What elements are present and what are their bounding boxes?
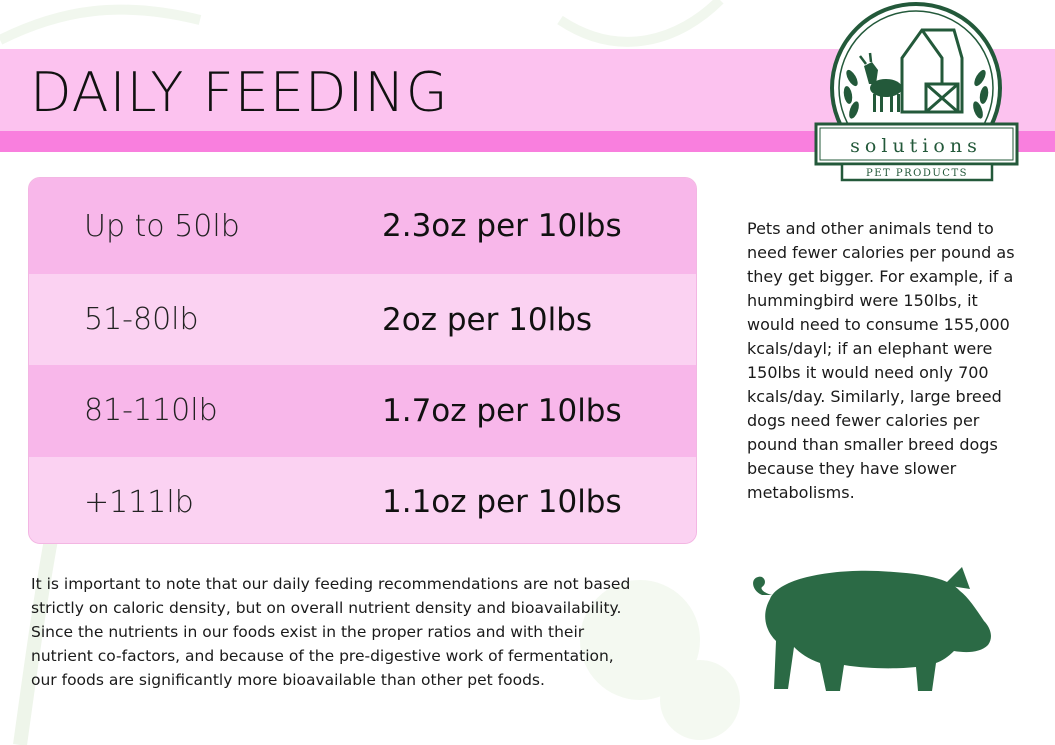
- page-title: DAILY FEEDING: [30, 61, 449, 124]
- feeding-amount: 2oz per 10lbs: [382, 301, 593, 338]
- logo-brand-text: solutions: [850, 135, 982, 157]
- footer-note-paragraph: It is important to note that our daily f…: [31, 575, 631, 689]
- logo-tagline-text: PET PRODUCTS: [866, 168, 968, 179]
- weight-range: +111lb: [84, 484, 194, 520]
- pig-icon: [753, 567, 991, 691]
- table-row: 51-80lb 2oz per 10lbs: [29, 274, 696, 366]
- table-row: Up to 50lb 2.3oz per 10lbs: [29, 178, 696, 274]
- weight-range: 81-110lb: [84, 393, 218, 429]
- feeding-amount: 2.3oz per 10lbs: [382, 208, 622, 244]
- side-note-paragraph: Pets and other animals tend to need fewe…: [747, 219, 1015, 502]
- weight-range: Up to 50lb: [84, 208, 240, 244]
- feeding-amount: 1.1oz per 10lbs: [382, 484, 622, 521]
- weight-range: 51-80lb: [84, 302, 199, 338]
- header-stripe: [0, 131, 1055, 152]
- feeding-table: Up to 50lb 2.3oz per 10lbs 51-80lb 2oz p…: [28, 177, 697, 544]
- farm-logo-icon: solutions PET PRODUCTS: [814, 2, 1019, 182]
- table-row: +111lb 1.1oz per 10lbs: [29, 456, 696, 543]
- table-row: 81-110lb 1.7oz per 10lbs: [29, 365, 696, 457]
- feeding-amount: 1.7oz per 10lbs: [382, 392, 622, 429]
